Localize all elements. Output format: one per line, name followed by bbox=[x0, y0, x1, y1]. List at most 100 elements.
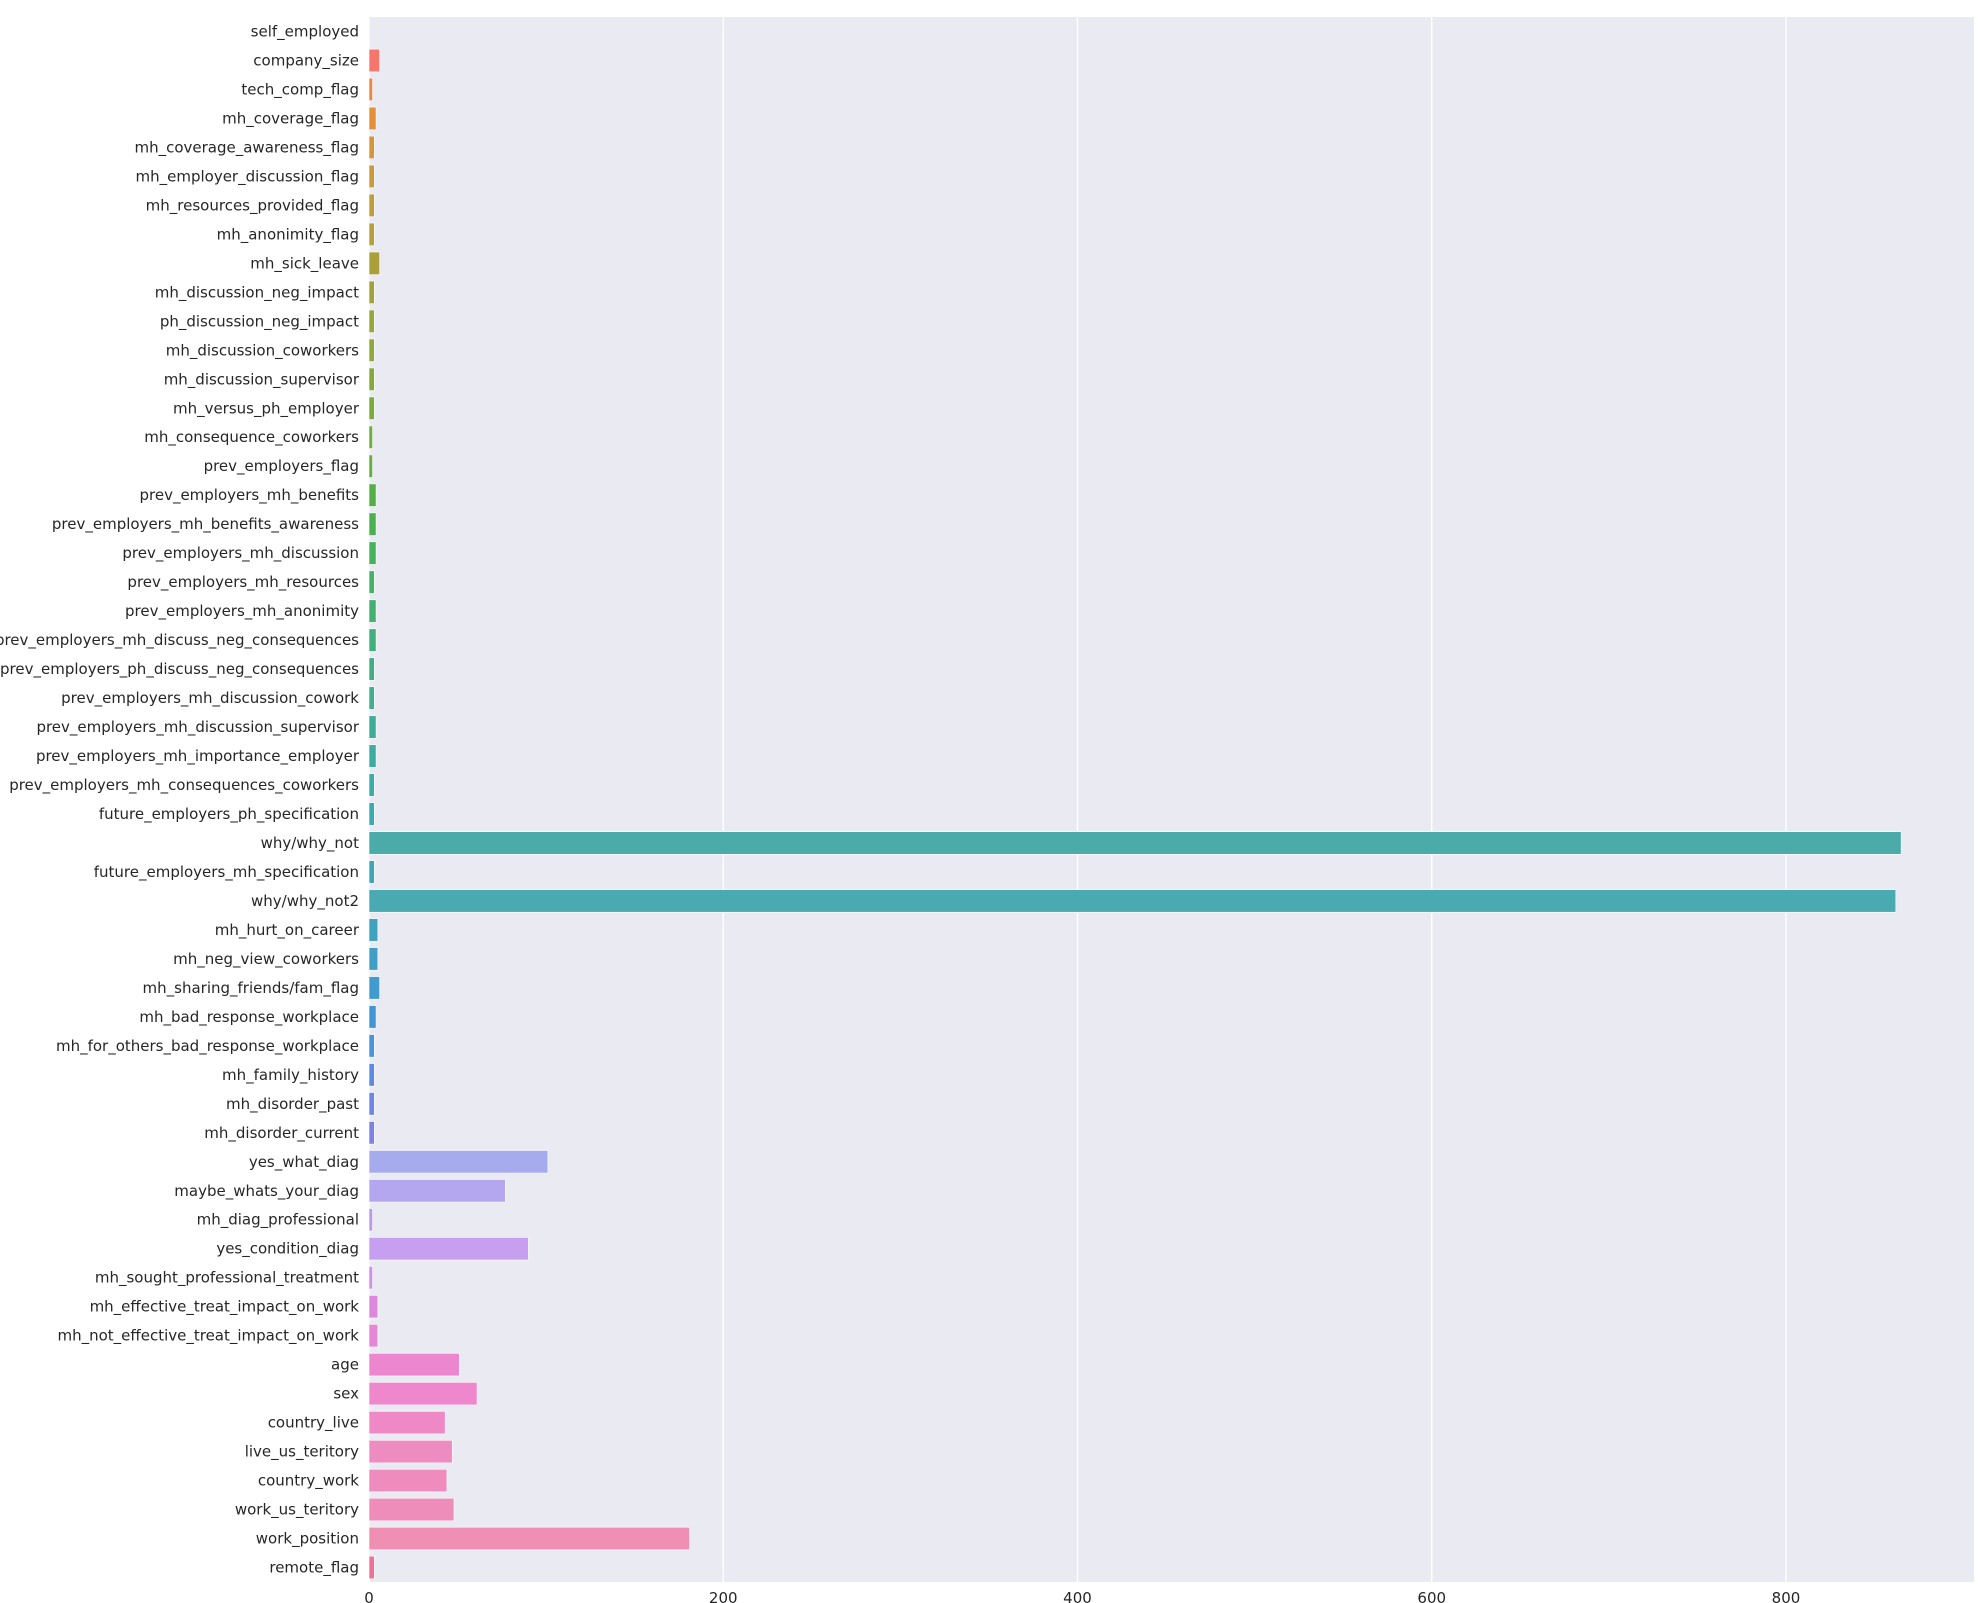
y-tick-label: mh_diag_professional bbox=[197, 1211, 359, 1230]
bar bbox=[368, 889, 1897, 913]
bar bbox=[368, 251, 380, 275]
y-tick-label: mh_resources_provided_flag bbox=[146, 196, 359, 215]
bar bbox=[368, 541, 377, 565]
y-tick-label: ph_discussion_neg_impact bbox=[160, 312, 359, 331]
bar bbox=[368, 1034, 375, 1058]
x-tick-label: 400 bbox=[1063, 1589, 1092, 1603]
y-tick-label: mh_versus_ph_employer bbox=[173, 399, 360, 418]
plot-background bbox=[369, 17, 1974, 1582]
y-tick-label: mh_employer_discussion_flag bbox=[136, 167, 360, 186]
bar bbox=[368, 1121, 375, 1145]
y-tick-label: mh_anonimity_flag bbox=[217, 225, 359, 244]
bar bbox=[368, 686, 375, 710]
y-tick-label: mh_family_history bbox=[222, 1066, 359, 1085]
bar bbox=[368, 222, 375, 246]
bar bbox=[368, 106, 377, 131]
y-tick-label: prev_employers_mh_benefits_awareness bbox=[52, 515, 359, 534]
y-tick-label: mh_neg_view_coworkers bbox=[173, 950, 359, 969]
bar bbox=[368, 454, 373, 478]
bar bbox=[368, 1497, 455, 1522]
bar bbox=[368, 1439, 453, 1464]
y-tick-label: mh_discussion_neg_impact bbox=[155, 283, 359, 302]
y-tick-label: prev_employers_mh_discuss_neg_consequenc… bbox=[0, 631, 359, 650]
y-tick-label: mh_hurt_on_career bbox=[215, 921, 360, 940]
bar bbox=[368, 715, 377, 739]
x-tick-label: 0 bbox=[364, 1589, 374, 1603]
bar bbox=[368, 1179, 506, 1203]
y-tick-label: mh_coverage_awareness_flag bbox=[134, 138, 359, 157]
bar bbox=[368, 1005, 377, 1029]
bar bbox=[368, 164, 375, 189]
y-tick-label: prev_employers_mh_discussion_cowork bbox=[61, 689, 359, 708]
bar bbox=[368, 773, 375, 797]
bar bbox=[368, 831, 1902, 855]
y-tick-label: mh_discussion_coworkers bbox=[166, 341, 359, 360]
bar bbox=[368, 1468, 448, 1493]
bar bbox=[368, 1555, 375, 1580]
x-tick-labels: 0 200 400 600 800 bbox=[364, 1589, 1800, 1603]
bar bbox=[368, 1353, 460, 1377]
bar bbox=[368, 338, 375, 362]
y-tick-label: self_employed bbox=[251, 22, 359, 41]
y-tick-label: mh_effective_treat_impact_on_work bbox=[90, 1298, 360, 1317]
y-tick-label: prev_employers_mh_discussion bbox=[122, 544, 359, 563]
y-tick-label: country_work bbox=[258, 1472, 359, 1491]
y-tick-label: mh_sick_leave bbox=[250, 254, 359, 273]
bar bbox=[368, 48, 380, 73]
y-tick-label: mh_sought_professional_treatment bbox=[95, 1269, 359, 1288]
bar bbox=[368, 425, 373, 449]
bar bbox=[368, 1150, 549, 1174]
y-tick-label: prev_employers_ph_discuss_neg_consequenc… bbox=[0, 660, 359, 679]
bar bbox=[368, 744, 377, 768]
y-tick-label: yes_condition_diag bbox=[216, 1240, 359, 1259]
bar bbox=[368, 1295, 379, 1319]
bar bbox=[368, 367, 375, 391]
bar bbox=[368, 512, 377, 536]
bar bbox=[368, 280, 375, 304]
y-tick-label: live_us_teritory bbox=[245, 1443, 359, 1462]
y-tick-label: prev_employers_mh_benefits bbox=[139, 486, 359, 505]
bar bbox=[368, 1063, 375, 1087]
bar bbox=[368, 976, 380, 1000]
y-tick-label: mh_not_effective_treat_impact_on_work bbox=[57, 1327, 359, 1346]
y-tick-label: maybe_whats_your_diag bbox=[174, 1182, 359, 1201]
y-tick-label: prev_employers_mh_importance_employer bbox=[36, 747, 360, 766]
bar bbox=[368, 570, 375, 594]
y-tick-label: mh_consequence_coworkers bbox=[144, 428, 359, 447]
bar bbox=[368, 1382, 478, 1406]
y-tick-label: work_position bbox=[256, 1530, 359, 1549]
bar bbox=[368, 309, 375, 333]
y-tick-label: prev_employers_mh_consequences_coworkers bbox=[9, 776, 359, 795]
bar bbox=[368, 135, 375, 160]
y-tick-label: prev_employers_flag bbox=[204, 457, 359, 476]
y-tick-label: tech_comp_flag bbox=[241, 80, 359, 99]
y-tick-label: future_employers_ph_specification bbox=[99, 805, 359, 824]
y-tick-label: mh_disorder_past bbox=[226, 1095, 359, 1114]
x-gridlines bbox=[368, 17, 1787, 1582]
y-tick-label: why/why_not2 bbox=[251, 892, 359, 911]
y-tick-label: future_employers_mh_specification bbox=[94, 863, 359, 882]
y-tick-label: company_size bbox=[253, 51, 359, 70]
bar bbox=[368, 396, 375, 420]
y-tick-label: mh_discussion_supervisor bbox=[164, 370, 360, 389]
bar bbox=[368, 1208, 373, 1232]
bar bbox=[368, 628, 377, 652]
y-tick-label: sex bbox=[333, 1385, 359, 1403]
bar bbox=[368, 599, 377, 623]
y-tick-label: prev_employers_mh_resources bbox=[127, 573, 359, 592]
bar bbox=[368, 918, 379, 942]
y-tick-labels: self_employed company_size tech_comp_flagm… bbox=[0, 22, 360, 1577]
bar bbox=[368, 947, 379, 971]
bar bbox=[368, 1266, 373, 1290]
bar bbox=[368, 1092, 375, 1116]
bar bbox=[368, 1324, 379, 1348]
y-tick-label: mh_bad_response_workplace bbox=[139, 1008, 359, 1027]
y-tick-label: mh_disorder_current bbox=[204, 1124, 359, 1143]
y-tick-label: age bbox=[331, 1356, 359, 1374]
x-tick-label: 600 bbox=[1417, 1589, 1446, 1603]
y-tick-label: remote_flag bbox=[269, 1559, 359, 1578]
bar bbox=[368, 77, 373, 102]
bar bbox=[368, 1237, 529, 1261]
bar bbox=[368, 657, 375, 681]
